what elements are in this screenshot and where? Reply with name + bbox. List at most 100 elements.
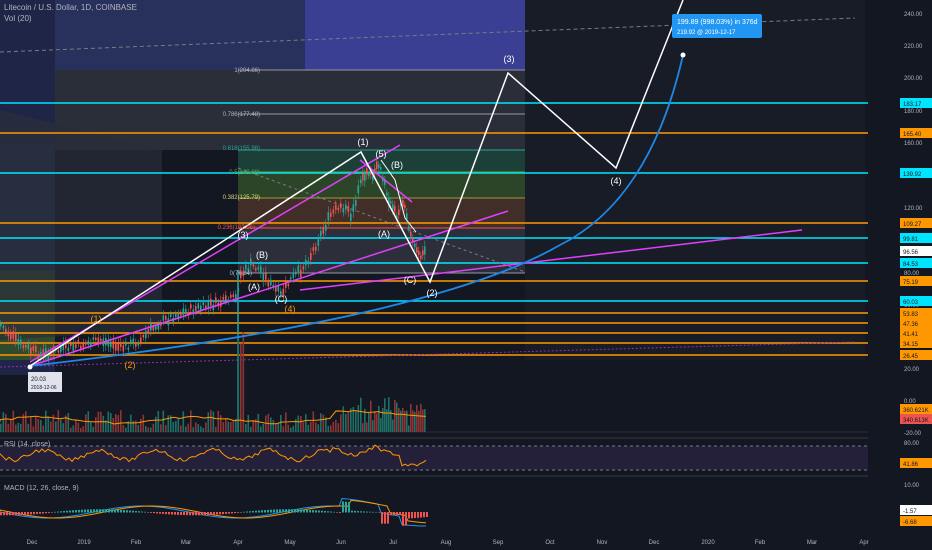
candle [295,271,297,275]
volume-bar [250,426,252,432]
macd-hist-bar [207,512,209,516]
macd-hist-bar [414,512,416,519]
macd-hist-bar [243,511,245,513]
volume-bar [30,416,32,432]
volume-bar [270,417,272,432]
candle [376,161,378,170]
macd-hist-bar [360,511,362,513]
macd-hist-bar [81,509,83,513]
macd-hist-bar [366,511,368,513]
candle [17,338,20,345]
rsi-badge-bg [900,458,932,468]
macd-hist-bar [324,511,326,513]
candle [142,334,145,338]
volume-bar [190,410,192,432]
volume-bar [152,423,155,432]
macd-hist-bar [336,512,338,513]
dashed-support [0,341,856,368]
volume-bar [77,422,80,432]
candle [335,204,337,210]
volume-bar [380,418,382,432]
volume-bar [307,424,310,432]
candle [152,326,155,331]
macd-hist-bar [351,510,353,513]
candle [257,267,260,270]
macd-tick-label: 10.00 [904,483,920,489]
candle [297,265,300,272]
volume-bar [410,403,412,432]
volume-bar [370,400,372,432]
price-badge: 26.45 [903,354,919,360]
time-axis-panel[interactable] [0,532,868,550]
projection-tooltip: 199.89 (998.03%) in 376d 219.92 @ 2019-1… [672,14,762,58]
wave-projection [29,0,684,367]
macd-hist-bar [192,512,194,516]
price-badge-bg [900,308,932,318]
volume-bar [290,427,292,432]
volume-bar [404,411,406,432]
candle [67,347,70,352]
macd-hist-bar [402,512,404,526]
macd-hist-bar [165,512,167,515]
candle [25,345,27,348]
volume-bar [12,410,15,432]
volume-bar [420,403,422,432]
volume-bar [340,414,342,432]
volume-bar [342,406,345,432]
volume-bar [227,421,230,432]
volume-bar [320,413,322,432]
volume-bar [364,408,366,432]
time-tick-label: Feb [131,540,142,546]
volume-bar [115,413,117,432]
candle [0,323,2,327]
rsi-badge: 41.86 [903,462,919,468]
fib-level-label: 0.382(125.79) [223,195,260,201]
macd-hist-bar [126,510,128,513]
macd-hist-bar [210,512,212,515]
magenta-trendline-3 [299,229,803,291]
macd-hist-bar [171,512,173,515]
macd-hist-bar [0,512,2,516]
cursor-tooltip: 20.03 2018-12-06 [27,364,62,392]
macd-hist-bar [237,512,239,513]
macd-hist-bar [60,511,62,513]
candle [140,337,142,343]
volume-bar [52,414,55,432]
macd-hist-bar [27,512,29,515]
candle [420,255,422,259]
wave-label-orange: (4) [285,304,296,314]
price-badge-bg [900,328,932,338]
candle [120,342,122,347]
volume-bar [416,404,418,432]
candle [285,281,287,288]
macd-hist-bar [177,512,179,515]
volume-bar [0,423,2,432]
price-badge: 96.56 [903,250,919,256]
candle [368,174,370,177]
volume-bar [330,425,332,432]
volume-bar [422,409,424,432]
macd-hist-bar [342,501,344,513]
volume-bar [335,419,337,432]
volume-bar [187,423,190,432]
volume-badge: 360.621K [903,408,929,414]
macd-badge-bg [900,505,932,515]
volume-bar [165,425,167,432]
macd-histogram [0,501,428,526]
candle [207,301,210,309]
volume-bar [368,411,370,432]
chart-title[interactable]: Litecoin / U.S. Dollar, 1D, COINBASE [4,3,137,12]
macd-hist-bar [357,511,359,513]
volume-label[interactable]: Vol (20) [4,14,32,23]
rsi-tick-label: 80.00 [904,441,920,447]
volume-bar [102,415,105,432]
candle [270,279,272,286]
candle [80,345,82,349]
macd-hist-bar [255,510,257,513]
macd-hist-bar [183,512,185,516]
volume-bar [275,423,277,432]
projection-tooltip-box [672,14,762,38]
candle [247,268,250,272]
candle [242,271,245,276]
